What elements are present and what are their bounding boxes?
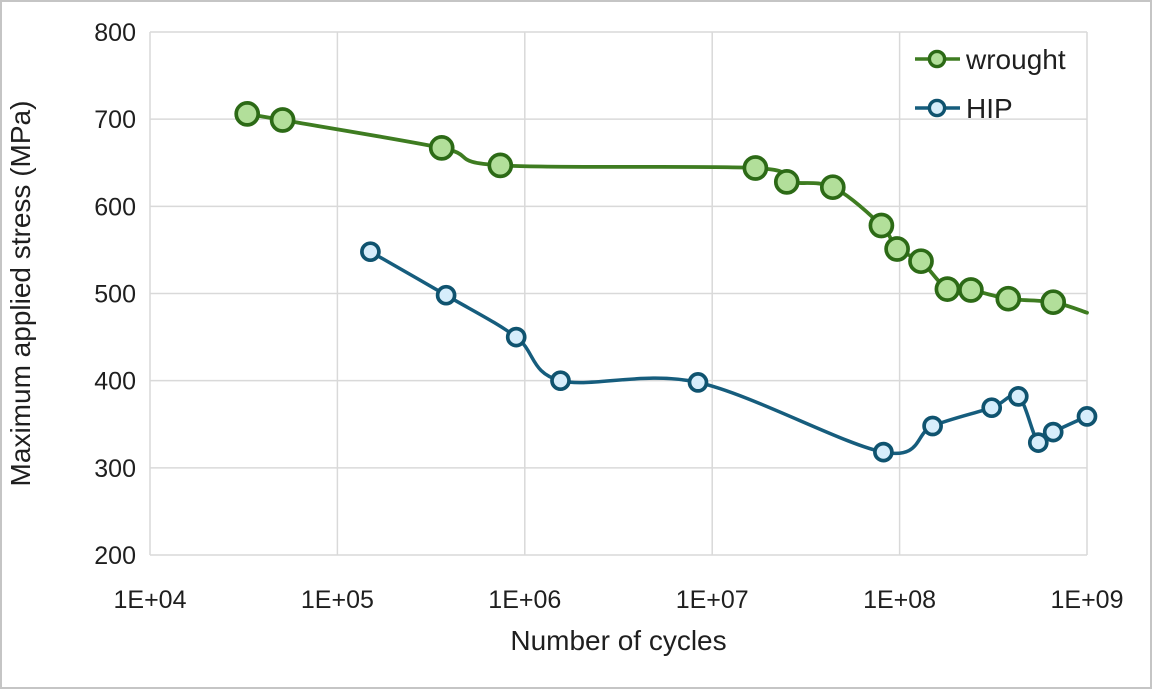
y-tick-label: 700 bbox=[94, 106, 136, 134]
y-tick-label: 500 bbox=[94, 281, 136, 309]
data-point-wrought-9 bbox=[908, 248, 934, 275]
data-point-wrought-11 bbox=[958, 277, 984, 303]
y-tick-label: 300 bbox=[94, 455, 136, 483]
x-tick-label: 1E+06 bbox=[488, 586, 561, 614]
legend-label-wrought: wrought bbox=[965, 44, 1066, 75]
data-point-wrought-7 bbox=[868, 212, 895, 239]
data-point-wrought-3 bbox=[487, 152, 514, 179]
legend: wrought HIP bbox=[915, 44, 1066, 124]
y-axis-title: Maximum applied stress (MPa) bbox=[5, 101, 36, 487]
legend-marker-wrought bbox=[927, 49, 947, 69]
data-point-HIP-4 bbox=[687, 372, 709, 393]
data-point-wrought-10 bbox=[934, 276, 961, 302]
series-wrought bbox=[234, 101, 1089, 316]
data-point-wrought-5 bbox=[773, 169, 800, 195]
data-point-wrought-12 bbox=[995, 285, 1022, 312]
x-tick-label: 1E+04 bbox=[114, 586, 187, 614]
data-point-wrought-2 bbox=[428, 135, 455, 161]
data-point-HIP-1 bbox=[435, 284, 457, 306]
x-tick-label: 1E+08 bbox=[863, 586, 936, 614]
y-tick-label: 200 bbox=[94, 542, 136, 570]
legend-label-HIP: HIP bbox=[966, 93, 1013, 124]
data-point-HIP-10 bbox=[1042, 421, 1064, 443]
data-point-HIP-8 bbox=[1007, 386, 1029, 407]
y-tick-label: 400 bbox=[94, 368, 136, 396]
data-point-HIP-3 bbox=[550, 370, 571, 392]
x-tick-label: 1E+05 bbox=[301, 586, 374, 614]
data-point-HIP-7 bbox=[981, 397, 1003, 419]
data-point-HIP-9 bbox=[1027, 432, 1049, 453]
x-tick-label: 1E+07 bbox=[676, 586, 749, 614]
series-HIP bbox=[360, 241, 1098, 463]
data-point-wrought-6 bbox=[819, 174, 846, 201]
data-point-wrought-4 bbox=[742, 155, 769, 181]
data-point-wrought-13 bbox=[1040, 289, 1067, 316]
legend-entry-wrought: wrought bbox=[915, 44, 1066, 75]
data-point-wrought-0 bbox=[234, 101, 261, 127]
legend-marker-HIP bbox=[927, 98, 947, 118]
data-point-HIP-2 bbox=[505, 326, 527, 348]
data-point-wrought-8 bbox=[884, 236, 910, 262]
y-tick-label: 800 bbox=[94, 19, 136, 47]
x-axis-title: Number of cycles bbox=[510, 625, 726, 656]
data-point-HIP-11 bbox=[1076, 406, 1098, 427]
data-point-HIP-0 bbox=[360, 241, 381, 263]
y-tick-label: 600 bbox=[94, 193, 136, 221]
data-point-HIP-6 bbox=[922, 415, 943, 437]
data-point-wrought-1 bbox=[269, 107, 296, 133]
axis-tick-labels: 1E+04 1E+05 1E+06 1E+07 1E+08 1E+09 200 300 400 5… bbox=[94, 19, 1123, 614]
x-tick-label: 1E+09 bbox=[1051, 586, 1124, 614]
data-point-HIP-5 bbox=[873, 441, 894, 463]
legend-entry-HIP: HIP bbox=[915, 93, 1013, 124]
